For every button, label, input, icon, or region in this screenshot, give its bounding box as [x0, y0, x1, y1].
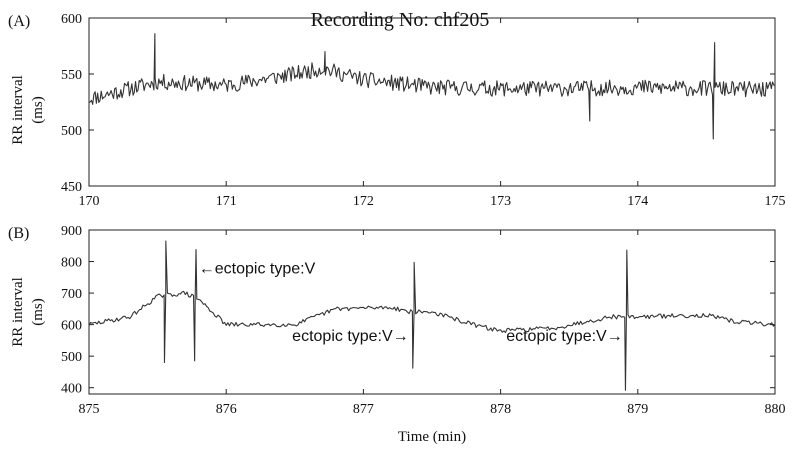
panel-b-xtick-label: 875 [79, 402, 100, 417]
panel-a-ticks: 170 171 172 173 174 175 450 500 550 600 [61, 12, 786, 209]
panel-a-label: (A) [8, 13, 30, 30]
panel-b-xtick-label: 876 [216, 402, 237, 417]
panel-b-xtick-label: 879 [627, 402, 648, 417]
panel-b-ytick-label: 700 [61, 287, 82, 302]
panel-a: (A) RR interval (ms) 170 171 172 173 174 175 4… [8, 12, 786, 209]
panel-b-annotations: ←ectopic type:V ectopic type:V→ ectopic ty… [199, 261, 623, 345]
panel-a-ytick-label: 450 [61, 180, 82, 195]
panel-b-ytick-label: 400 [61, 382, 82, 397]
panel-b-ytick-label: 500 [61, 350, 82, 365]
ectopic-annotation: ←ectopic type:V [199, 261, 316, 278]
figure-title: Recording No: chf205 [311, 9, 490, 31]
panel-b-plot-frame [88, 229, 776, 395]
panel-b-ticks: 875 876 877 878 879 880 400 500 600 700 800 900 [61, 224, 786, 417]
panel-a-ylabel-line2: (ms) [30, 96, 46, 124]
panel-a-xtick-label: 171 [216, 194, 237, 209]
panel-b-xlabel: Time (min) [398, 429, 466, 445]
panel-b-label: (B) [8, 225, 29, 242]
panel-a-ylabel-line1: RR interval [10, 75, 26, 145]
panel-b-rr-series [88, 240, 776, 391]
panel-a-ytick-label: 600 [61, 12, 82, 27]
panel-b-xtick-label: 878 [490, 402, 511, 417]
panel-a-ytick-label: 550 [61, 68, 82, 83]
panel-b-ytick-label: 800 [61, 256, 82, 271]
panel-a-rr-series [88, 33, 776, 140]
panel-b-xtick-label: 880 [765, 402, 786, 417]
panel-a-xtick-label: 170 [79, 194, 100, 209]
panel-a-ytick-label: 500 [61, 124, 82, 139]
panel-a-xtick-label: 173 [490, 194, 511, 209]
panel-b-xtick-label: 877 [353, 402, 374, 417]
panel-b-ylabel-line2: (ms) [30, 298, 46, 326]
panel-a-plot-frame [88, 17, 776, 187]
panel-b-ytick-label: 900 [61, 224, 82, 239]
panel-b-ytick-label: 600 [61, 319, 82, 334]
panel-a-xtick-label: 174 [627, 194, 648, 209]
panel-a-xtick-label: 175 [765, 194, 786, 209]
panel-b: (B) RR interval (ms) 875 876 877 878 879 880 4… [8, 224, 786, 445]
panel-b-ylabel-line1: RR interval [10, 277, 26, 347]
ectopic-annotation: ectopic type:V→ [506, 328, 623, 345]
panel-a-xtick-label: 172 [353, 194, 374, 209]
ectopic-annotation: ectopic type:V→ [292, 328, 409, 345]
